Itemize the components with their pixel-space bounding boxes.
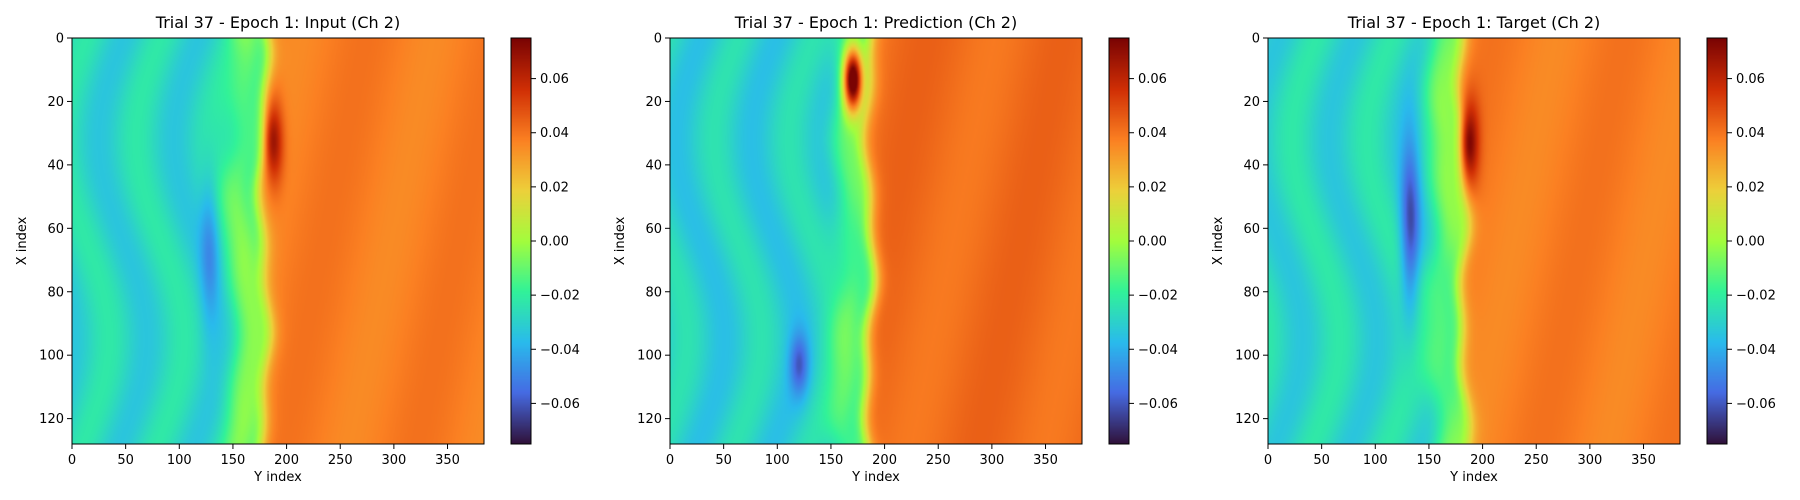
y-tick-label: 80 [1243,285,1260,300]
colorbar-tick-label: −0.04 [1736,343,1776,358]
colorbar-tick-label: 0.04 [1736,126,1765,141]
y-tick-label: 20 [645,95,662,110]
y-tick-label: 40 [47,158,64,173]
x-tick-label: 50 [1313,453,1330,468]
y-axis-label: X index [613,216,628,265]
x-tick-label: 200 [872,453,897,468]
x-tick-label: 300 [979,453,1004,468]
y-tick-label: 100 [1235,349,1260,364]
y-tick-label: 40 [1243,158,1260,173]
colorbar [1109,38,1129,444]
y-tick-label: 100 [637,349,662,364]
colorbar-tick-label: 0.02 [1736,180,1765,195]
panel-title: Trial 37 - Epoch 1: Target (Ch 2) [1347,13,1600,32]
y-axis-label: X index [15,216,30,265]
colorbar-tick-label: −0.04 [540,343,580,358]
y-tick-label: 120 [1235,412,1260,427]
x-tick-label: 200 [1470,453,1495,468]
colorbar-tick-label: 0.06 [1138,72,1167,87]
y-tick-label: 20 [47,95,64,110]
colorbar-tick-label: 0.04 [540,126,569,141]
y-tick-label: 40 [645,158,662,173]
x-tick-label: 0 [68,453,76,468]
panel-1: Trial 37 - Epoch 1: Input (Ch 2) 0 50 100 15… [15,13,580,485]
colorbar-tick-label: 0.04 [1138,126,1167,141]
colorbar-tick-label: 0.00 [1736,235,1765,250]
heatmap-image [670,38,1082,444]
y-tick-label: 80 [47,285,64,300]
x-tick-label: 350 [1033,453,1058,468]
colorbar [1707,38,1727,444]
x-tick-label: 200 [274,453,299,468]
x-tick-label: 350 [435,453,460,468]
y-tick-label: 0 [1252,32,1260,47]
y-tick-label: 120 [39,412,64,427]
x-tick-label: 100 [765,453,790,468]
colorbar-tick-label: 0.06 [540,72,569,87]
colorbar-tick-label: 0.00 [1138,235,1167,250]
axes-frame [669,37,1083,445]
x-tick-label: 350 [1631,453,1656,468]
x-tick-label: 100 [167,453,192,468]
x-tick-label: 150 [819,453,844,468]
x-axis-label: Y index [1449,470,1498,485]
x-tick-label: 250 [328,453,353,468]
colorbar-tick-label: −0.02 [540,289,580,304]
y-tick-label: 100 [39,349,64,364]
x-tick-label: 150 [1417,453,1442,468]
x-tick-label: 50 [117,453,134,468]
axes-frame [71,37,485,445]
colorbar-tick-label: −0.04 [1138,343,1178,358]
x-tick-label: 150 [221,453,246,468]
colorbar-tick-label: −0.06 [1736,397,1776,412]
heatmap-image [72,38,484,444]
x-tick-label: 0 [666,453,674,468]
panel-3: Trial 37 - Epoch 1: Target (Ch 2) 0 50 100 1… [1211,13,1776,485]
y-tick-label: 60 [1243,222,1260,237]
colorbar-tick-label: −0.02 [1138,289,1178,304]
x-tick-label: 300 [1577,453,1602,468]
x-axis-label: Y index [851,470,900,485]
x-tick-label: 0 [1264,453,1272,468]
heatmap-image [1268,38,1680,444]
panel-2: Trial 37 - Epoch 1: Prediction (Ch 2) 0 50… [613,13,1178,485]
colorbar-tick-label: 0.06 [1736,72,1765,87]
colorbar-tick-label: −0.06 [1138,397,1178,412]
y-tick-label: 60 [47,222,64,237]
x-tick-label: 50 [715,453,732,468]
colorbar-tick-label: −0.02 [1736,289,1776,304]
colorbar-tick-label: 0.00 [540,235,569,250]
panel-title: Trial 37 - Epoch 1: Prediction (Ch 2) [734,13,1017,32]
y-tick-label: 80 [645,285,662,300]
x-axis-label: Y index [253,470,302,485]
y-tick-label: 0 [654,32,662,47]
colorbar-tick-label: 0.02 [540,180,569,195]
x-tick-label: 100 [1363,453,1388,468]
axes-frame [1267,37,1681,445]
y-tick-label: 0 [56,32,64,47]
y-tick-label: 120 [637,412,662,427]
x-tick-label: 250 [926,453,951,468]
y-tick-label: 60 [645,222,662,237]
y-axis-label: X index [1211,216,1226,265]
panel-title: Trial 37 - Epoch 1: Input (Ch 2) [155,13,400,32]
colorbar-tick-label: 0.02 [1138,180,1167,195]
x-tick-label: 300 [381,453,406,468]
y-tick-label: 20 [1243,95,1260,110]
colorbar [511,38,531,444]
x-tick-label: 250 [1524,453,1549,468]
colorbar-tick-label: −0.06 [540,397,580,412]
